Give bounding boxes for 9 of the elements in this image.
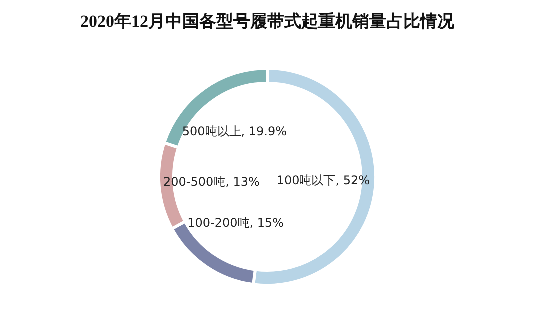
chart-title: 2020年12月中国各型号履带式起重机销量占比情况 [80, 12, 456, 31]
slice-label: 500吨以上 [182, 124, 242, 139]
data-label: , 52% [336, 174, 370, 188]
data-label: , 13% [226, 175, 260, 190]
slice-label: 100-200吨 [188, 216, 250, 230]
slice-label: 100吨以下 [276, 174, 336, 188]
data-label: , 15% [250, 216, 284, 230]
slice-label: 200-500吨 [163, 175, 226, 190]
data-label: , 19.9% [241, 124, 288, 139]
